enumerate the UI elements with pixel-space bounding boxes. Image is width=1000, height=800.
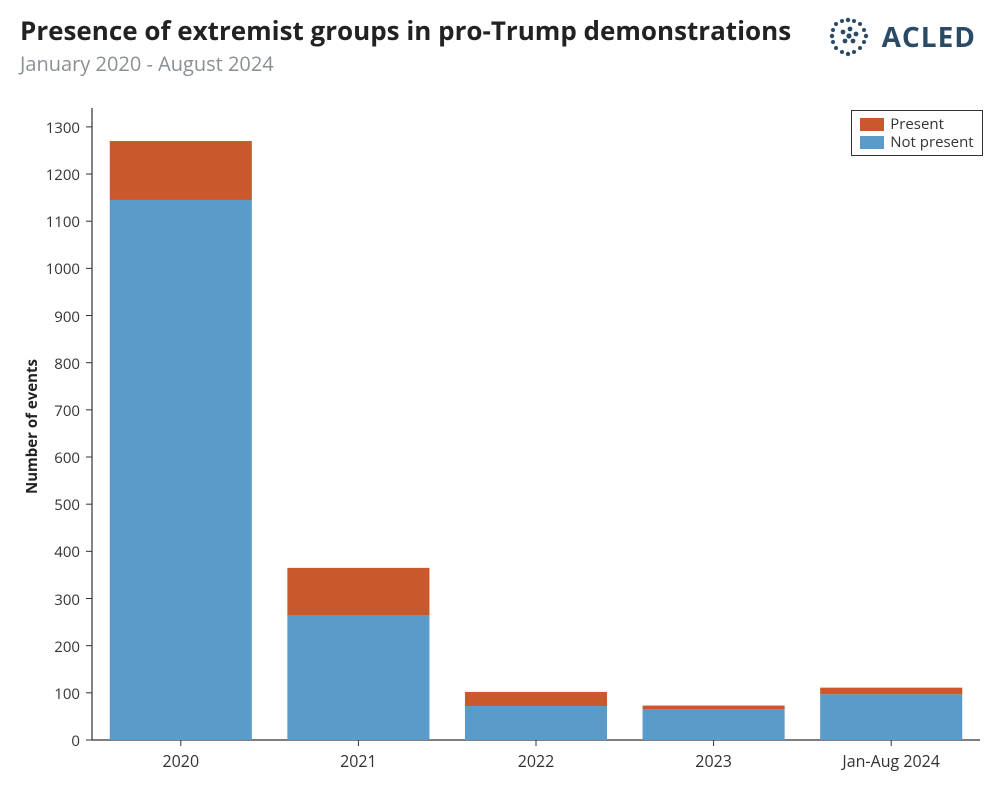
y-tick-label: 1300 — [0, 118, 80, 138]
y-tick-label: 1100 — [0, 212, 80, 232]
x-tick-label: 2022 — [518, 750, 555, 772]
x-tick-label: Jan-Aug 2024 — [842, 750, 940, 772]
legend-swatch — [860, 136, 884, 149]
y-tick-label: 300 — [0, 590, 80, 610]
y-axis-label: Number of events — [22, 359, 42, 494]
legend-label: Present — [890, 115, 944, 133]
y-tick-label: 1200 — [0, 165, 80, 185]
chart-svg — [0, 90, 1000, 790]
legend-swatch — [860, 118, 884, 131]
legend-item: Not present — [860, 133, 973, 151]
legend-label: Not present — [890, 133, 973, 151]
y-tick-label: 0 — [0, 731, 80, 751]
chart-area: 0100200300400500600700800900100011001200… — [0, 90, 1000, 790]
x-tick-label: 2021 — [340, 750, 377, 772]
y-tick-label: 1000 — [0, 259, 80, 279]
legend: PresentNot present — [851, 110, 982, 156]
globe-icon — [826, 14, 872, 60]
y-tick-label: 200 — [0, 637, 80, 657]
x-tick-label: 2023 — [695, 750, 732, 772]
logo: ACLED — [826, 14, 976, 60]
legend-item: Present — [860, 115, 973, 133]
logo-text: ACLED — [882, 18, 976, 56]
x-tick-label: 2020 — [163, 750, 200, 772]
y-tick-label: 500 — [0, 495, 80, 515]
y-tick-label: 400 — [0, 542, 80, 562]
y-tick-label: 100 — [0, 684, 80, 704]
y-tick-label: 900 — [0, 307, 80, 327]
page: Presence of extremist groups in pro-Trum… — [0, 0, 1000, 800]
